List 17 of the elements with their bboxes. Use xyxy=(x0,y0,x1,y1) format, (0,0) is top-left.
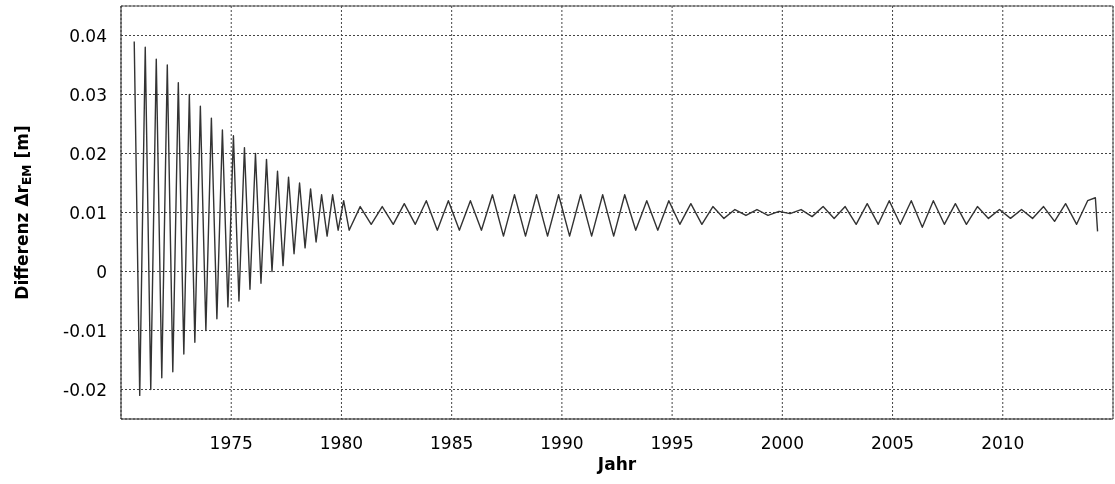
y-tick-label: 0.04 xyxy=(69,25,107,46)
line-series xyxy=(133,40,1099,397)
x-tick-label: 2000 xyxy=(760,433,804,454)
x-tick-label: 2010 xyxy=(981,433,1025,454)
x-tick-label: 1985 xyxy=(430,433,474,454)
x-axis-title: Jahr xyxy=(596,454,637,474)
y-tick-label: -0.02 xyxy=(63,379,107,400)
x-tick-label: 1975 xyxy=(209,433,253,454)
x-tick-label: 1990 xyxy=(540,433,584,454)
y-tick-label: 0.02 xyxy=(69,143,107,164)
y-tick-label: 0 xyxy=(96,261,107,282)
y-tick-label: -0.01 xyxy=(63,320,107,341)
x-tick-label: 1995 xyxy=(650,433,694,454)
x-tick-label: 1980 xyxy=(319,433,364,454)
y-tick-label: 0.01 xyxy=(69,202,107,223)
y-tick-label: 0.03 xyxy=(69,84,107,105)
x-tick-label: 2005 xyxy=(870,433,915,454)
